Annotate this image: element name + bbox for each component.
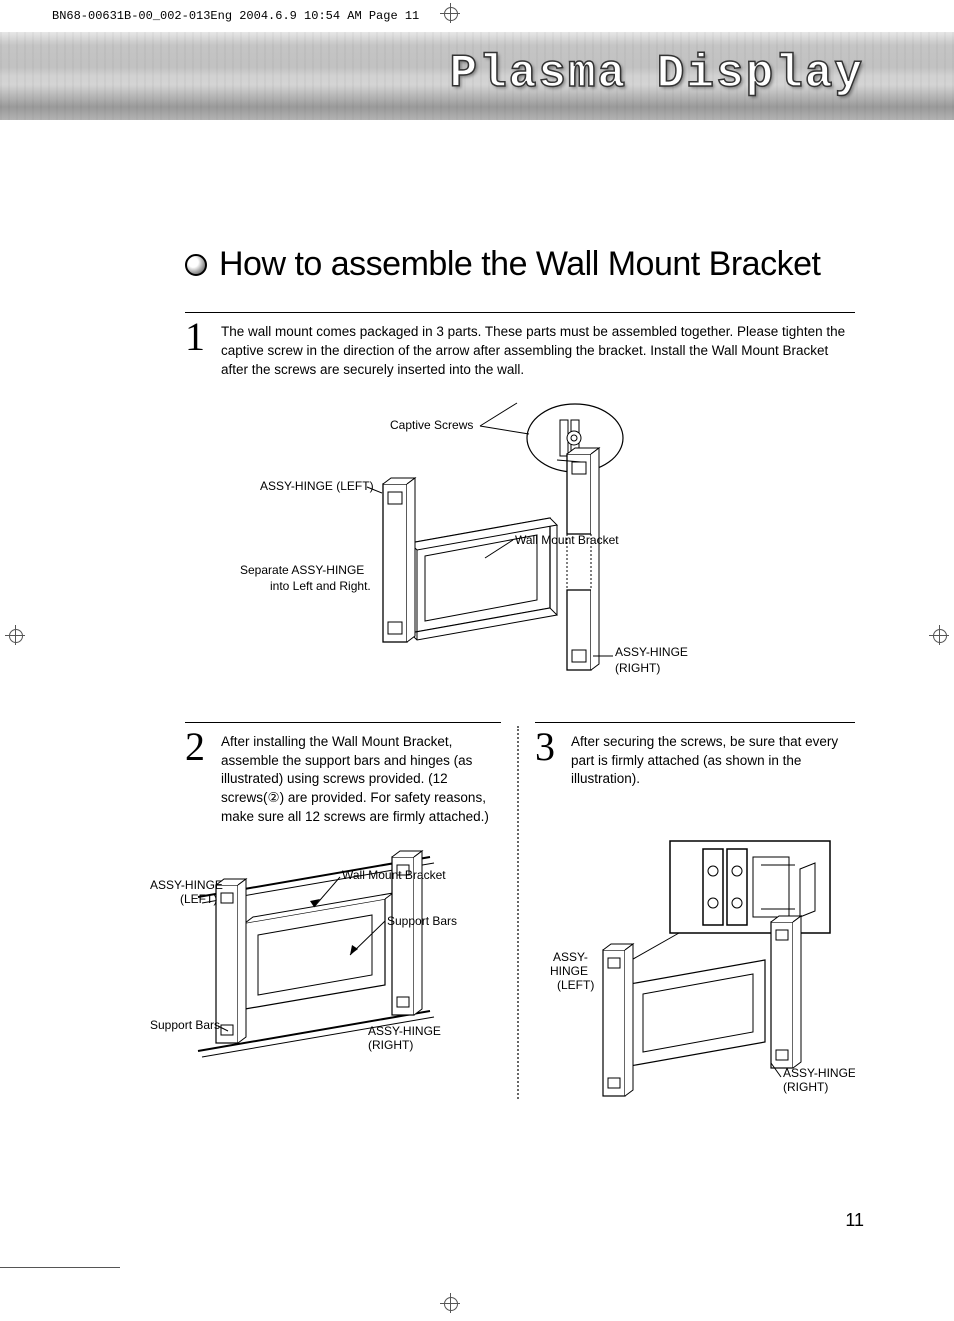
d2-lbl-right-2: (RIGHT) [368, 1038, 413, 1052]
section-title-row: How to assemble the Wall Mount Bracket [185, 245, 855, 284]
two-col: 2 After installing the Wall Mount Bracke… [185, 722, 855, 1100]
step-num-2: 2 [185, 729, 211, 827]
d2-lbl-left-1: ASSY-HINGE [150, 878, 223, 892]
header-meta: BN68-00631B-00_002-013Eng 2004.6.9 10:54… [52, 9, 419, 23]
hr-3 [535, 722, 855, 723]
hr-2 [185, 722, 501, 723]
bullet-icon [185, 254, 207, 276]
step-3: 3 After securing the screws, be sure tha… [535, 729, 855, 790]
banner: Plasma Display [0, 32, 954, 120]
step-2: 2 After installing the Wall Mount Bracke… [185, 729, 501, 827]
lbl-wmb: Wall Mount Bracket [515, 533, 619, 547]
crop-mark-top [440, 3, 460, 23]
diagram-2: ASSY-HINGE (LEFT) Wall Mount Bracket Sup… [150, 845, 470, 1075]
crop-mark-bottom [440, 1293, 460, 1313]
left-hinge [383, 478, 415, 642]
d3-lbl-left-3: (LEFT) [557, 978, 594, 992]
d2-lbl-right-1: ASSY-HINGE [368, 1024, 441, 1038]
page: BN68-00631B-00_002-013Eng 2004.6.9 10:54… [0, 0, 954, 1321]
crop-mark-left [5, 625, 25, 645]
banner-title: Plasma Display [450, 48, 864, 100]
right-hinge [567, 448, 599, 670]
column-separator [517, 726, 519, 1100]
section-title: How to assemble the Wall Mount Bracket [219, 245, 820, 284]
d3-lbl-right-1: ASSY-HINGE [783, 1066, 855, 1080]
lbl-right-hinge-2: (RIGHT) [615, 661, 660, 675]
diagram-3: ASSY- HINGE (LEFT) ASSY-HINGE (RIGHT) [535, 839, 855, 1099]
page-number: 11 [845, 1210, 864, 1231]
d2-lbl-sb1: Support Bars [387, 914, 457, 928]
step-text-3: After securing the screws, be sure that … [571, 729, 855, 790]
content: How to assemble the Wall Mount Bracket 1… [185, 245, 855, 1099]
d3-lbl-left-1: ASSY- [553, 950, 588, 964]
lbl-captive: Captive Screws [390, 418, 473, 432]
lbl-separate-2: into Left and Right. [270, 579, 371, 593]
step-text-1: The wall mount comes packaged in 3 parts… [221, 319, 855, 380]
d3-assembly [603, 916, 801, 1096]
step-text-2: After installing the Wall Mount Bracket,… [221, 729, 501, 827]
crop-mark-right [929, 625, 949, 645]
lbl-right-hinge-1: ASSY-HINGE [615, 645, 688, 659]
lbl-separate-1: Separate ASSY-HINGE [240, 563, 364, 577]
d3-lbl-left-2: HINGE [550, 964, 588, 978]
d3-lbl-right-2: (RIGHT) [783, 1080, 828, 1094]
step-1: 1 The wall mount comes packaged in 3 par… [185, 319, 855, 380]
hr-1 [185, 312, 855, 313]
step-num-1: 1 [185, 319, 211, 380]
lbl-left-hinge: ASSY-HINGE (LEFT) [260, 479, 374, 493]
step-num-3: 3 [535, 729, 561, 790]
diagram-1: Captive Screws ASSY-HINGE (LEFT) Separat… [185, 398, 855, 678]
col-2: 2 After installing the Wall Mount Bracke… [185, 722, 501, 1100]
d2-lbl-left-2: (LEFT) [180, 892, 217, 906]
crop-line-bl [0, 1267, 120, 1268]
d2-lbl-wmb: Wall Mount Bracket [342, 868, 446, 882]
d2-lbl-sb2: Support Bars [150, 1018, 220, 1032]
col-3: 3 After securing the screws, be sure tha… [535, 722, 855, 1100]
